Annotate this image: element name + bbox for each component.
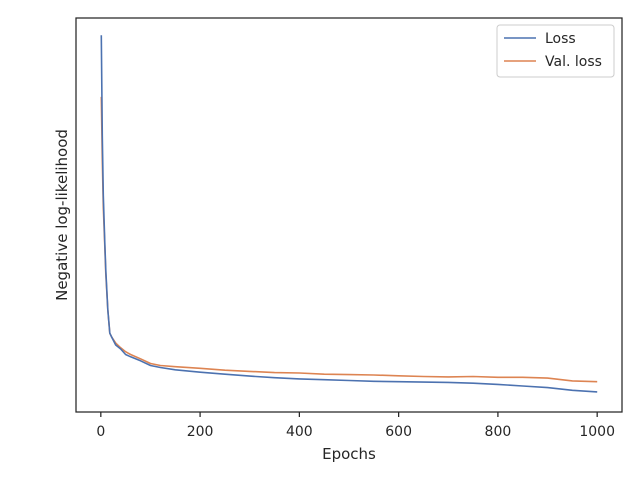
x-tick-label: 0 xyxy=(96,424,105,440)
legend: Loss Val. loss xyxy=(496,24,615,78)
x-tick-label: 1000 xyxy=(579,424,615,440)
x-tick-label: 400 xyxy=(286,424,313,440)
legend-label-val-loss: Val. loss xyxy=(545,54,602,70)
plot-frame xyxy=(75,17,623,413)
series-line-loss xyxy=(100,35,598,393)
x-tick-label: 200 xyxy=(187,424,214,440)
y-axis-label: Negative log-likelihood xyxy=(53,129,71,301)
x-axis-label: Epochs xyxy=(322,445,376,463)
x-tick-label: 800 xyxy=(485,424,512,440)
plot-area xyxy=(76,18,622,412)
x-tick-label: 600 xyxy=(385,424,412,440)
legend-label-loss: Loss xyxy=(545,31,576,47)
